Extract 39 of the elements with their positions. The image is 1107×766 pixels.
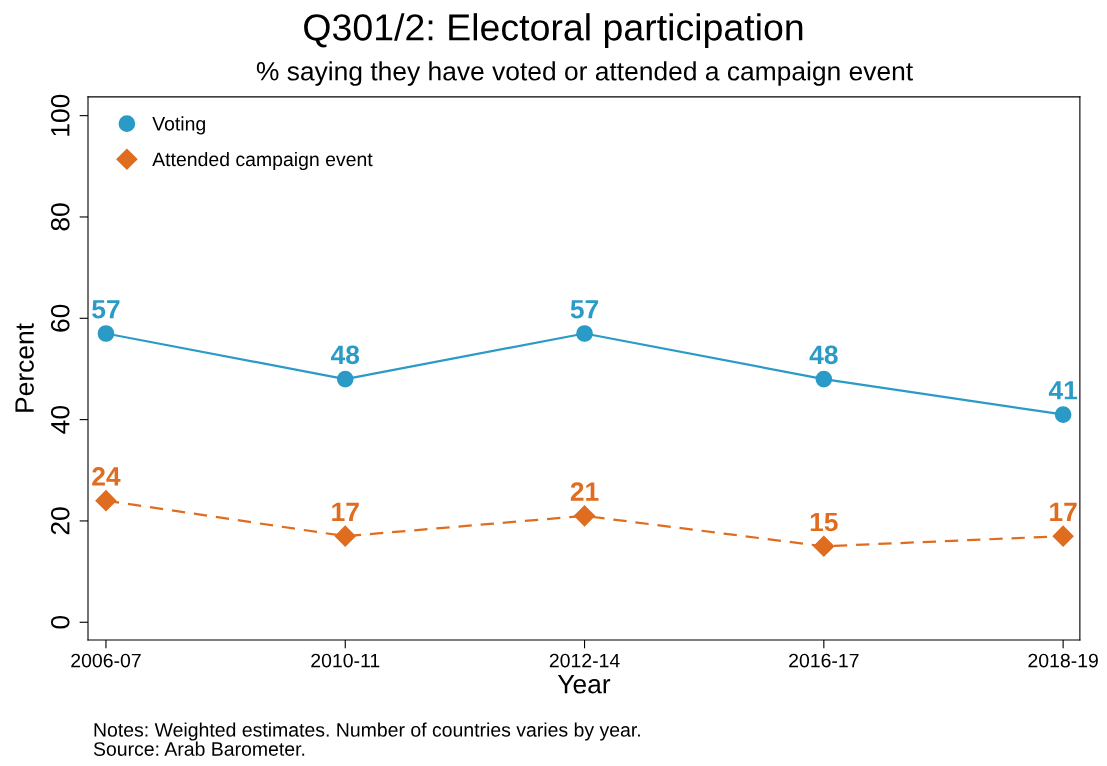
x-tick-label: 2010-11 [311,653,380,668]
point [1052,525,1074,547]
data-label: 17 [1050,502,1077,521]
data-label: 24 [92,467,121,486]
data-label: 57 [92,300,120,319]
text: Notes: Weighted estimates. Number of countries varies by year. [94,722,640,741]
source-note: Source: Arab Barometer. [93,741,305,756]
x-tick-label: 2018-19 [1028,653,1098,668]
y-tick-label: 0 [50,615,70,629]
legend-label: Attended campaign event [152,151,373,171]
chart-title: Q301/2: Electoral participation [304,13,803,49]
data-label: 57 [570,300,599,319]
data-label: 48 [809,345,838,365]
y-tick-label: 20 [50,507,70,535]
point [95,490,117,512]
point [813,535,835,557]
chart-subtitle: % saying they have voted or attended a campaign event [256,61,913,86]
x-tick-label: 2012-14 [549,653,620,668]
x-axis-title: Year [557,675,611,694]
y-tick-label: 60 [50,304,70,332]
point [574,505,596,527]
point [815,370,833,388]
point [334,525,356,547]
data-label: 21 [570,482,599,501]
legend-label: Voting [152,116,205,135]
data-label: 48 [330,345,360,365]
point [1054,406,1072,423]
point [336,370,354,388]
data-label: 17 [332,502,359,521]
x-tick-label: 2006-07 [71,653,141,668]
point [576,325,593,342]
y-tick-label: 80 [50,203,70,231]
point [97,325,115,342]
x-tick-label: 2016-17 [789,653,859,668]
data-label: 41 [1048,381,1078,400]
y-axis-title: Percent [15,323,34,412]
y-tick-label: 100 [50,94,70,136]
y-tick-label: 40 [50,405,70,434]
data-label: 15 [810,512,838,532]
